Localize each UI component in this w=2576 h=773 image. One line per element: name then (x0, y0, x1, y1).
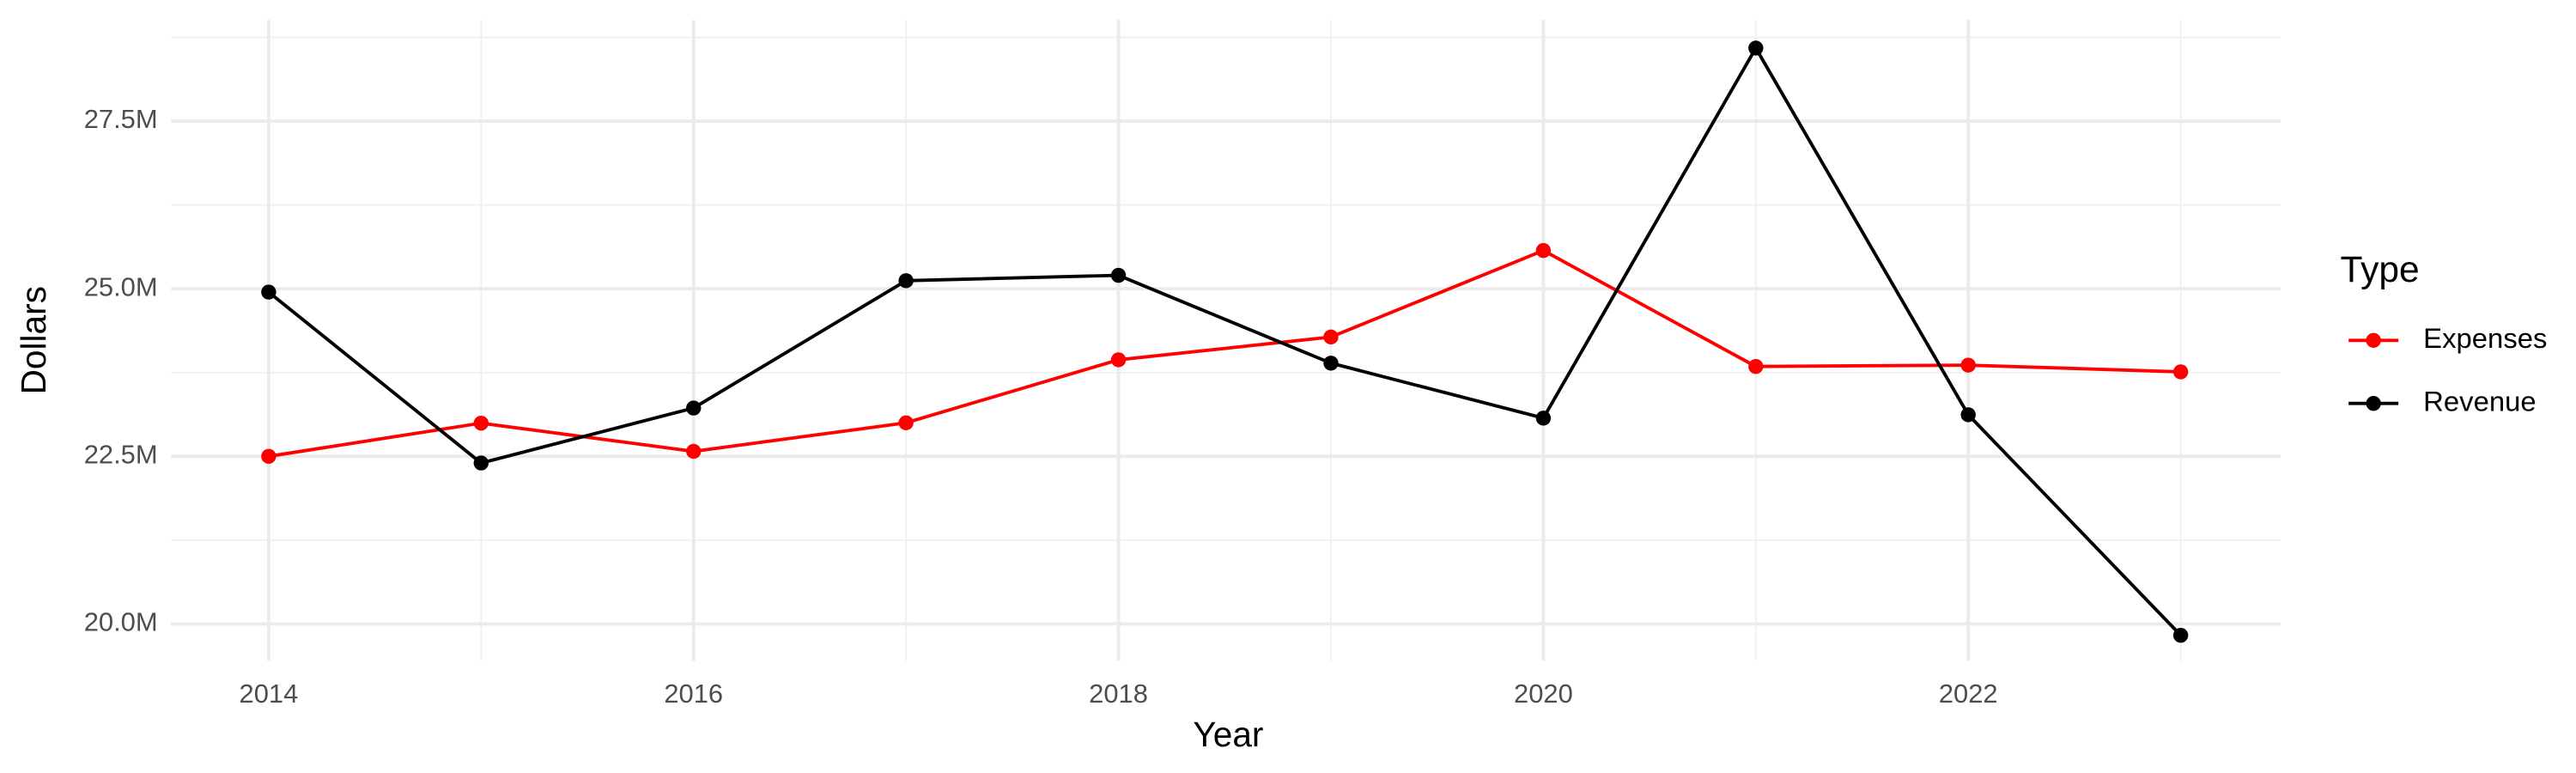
data-point (1110, 267, 1127, 283)
data-point (261, 284, 276, 300)
y-axis-title: Dollars (14, 286, 53, 394)
series-line (267, 45, 2183, 637)
y-tick-label: 25.0M (84, 271, 158, 301)
data-point (1960, 407, 1976, 423)
legend-label: Expenses (2423, 322, 2547, 354)
data-point (686, 443, 702, 460)
data-point (1323, 356, 1339, 371)
data-point (1323, 329, 1339, 345)
data-point (1535, 411, 1552, 426)
x-axis-title: Year (1193, 715, 1263, 754)
legend-label: Revenue (2423, 385, 2537, 417)
x-tick-label: 2022 (1939, 679, 1998, 709)
series-line (268, 248, 2181, 459)
data-point (473, 415, 489, 431)
data-point (1748, 359, 1764, 374)
legend-title: Type (2341, 250, 2420, 290)
data-point (1960, 357, 1976, 373)
data-point (473, 455, 489, 471)
legend-key-point (2366, 396, 2381, 411)
data-point (1748, 40, 1764, 56)
y-tick-label: 27.5M (84, 104, 158, 134)
data-point (1110, 352, 1127, 368)
y-tick-label: 20.0M (84, 607, 158, 637)
x-tick-label: 2020 (1514, 679, 1573, 709)
data-point (898, 415, 914, 430)
data-point (261, 448, 276, 464)
x-tick-label: 2018 (1089, 679, 1148, 709)
data-point (686, 400, 702, 416)
data-point (1535, 242, 1552, 259)
data-point (2172, 627, 2189, 643)
data-point (2172, 364, 2189, 380)
x-tick-label: 2016 (664, 679, 723, 709)
x-tick-label: 2014 (240, 679, 299, 709)
legend-key-point (2366, 332, 2381, 348)
data-point (898, 273, 914, 289)
y-tick-label: 22.5M (84, 439, 158, 469)
